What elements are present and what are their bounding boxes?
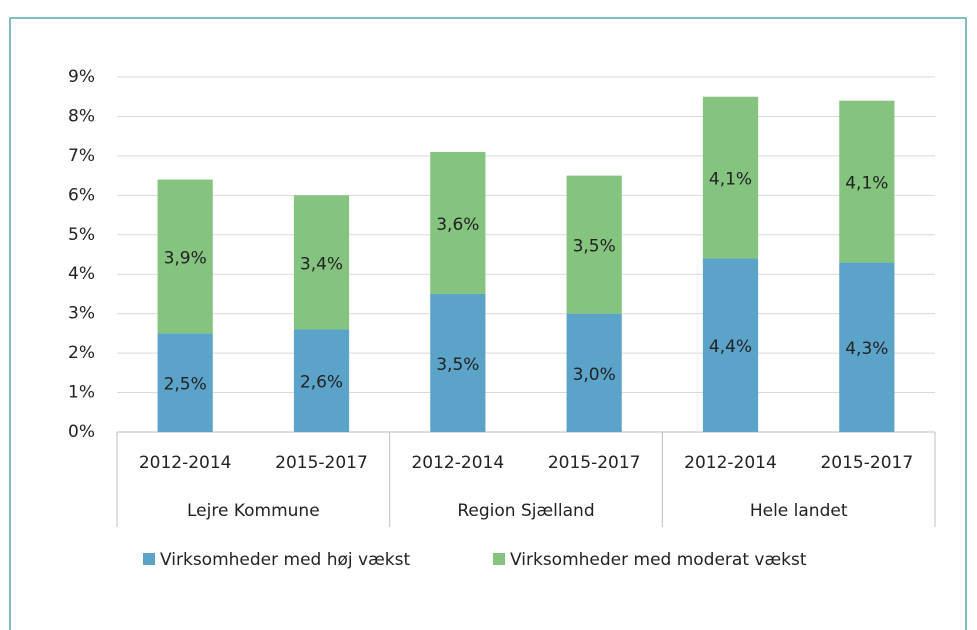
y-tick-label: 4%	[68, 264, 95, 284]
bar-segment	[566, 175, 622, 314]
data-label: 3,5%	[573, 237, 616, 257]
bar-segment	[430, 151, 486, 294]
data-label: 4,4%	[709, 337, 752, 357]
data-label: 4,1%	[709, 170, 752, 190]
bar-segment	[293, 329, 350, 432]
y-tick-label: 9%	[68, 67, 95, 87]
data-label: 3,4%	[300, 254, 343, 274]
data-label: 2,5%	[164, 375, 207, 395]
legend-label: Virksomheder med høj vækst	[160, 550, 410, 570]
data-label: 4,1%	[845, 174, 888, 194]
bar-segment	[839, 262, 895, 432]
bar-segment	[566, 313, 622, 432]
frame	[9, 17, 967, 630]
y-tick-label: 6%	[68, 185, 95, 205]
x-tick-label: 2015-2017	[275, 453, 368, 473]
legend-swatch	[493, 553, 505, 565]
x-tick-label: 2015-2017	[820, 453, 913, 473]
bar-segment	[157, 333, 213, 432]
legend-label: Virksomheder med moderat vækst	[510, 550, 807, 570]
y-tick-label: 3%	[68, 304, 95, 324]
bar-segment	[702, 258, 759, 432]
bar-segment	[157, 179, 213, 334]
data-label: 3,9%	[164, 248, 207, 268]
group-label: Region Sjælland	[457, 501, 594, 521]
bar-segment	[430, 293, 486, 432]
y-tick-label: 8%	[68, 106, 95, 126]
y-tick-label: 0%	[68, 422, 95, 442]
data-label: 3,0%	[573, 365, 616, 385]
y-tick-label: 2%	[68, 343, 95, 363]
data-label: 4,3%	[845, 339, 888, 359]
data-label: 3,5%	[436, 355, 479, 375]
x-tick-label: 2012-2014	[684, 453, 777, 473]
group-label: Hele landet	[750, 501, 848, 521]
x-tick-label: 2012-2014	[139, 453, 232, 473]
x-tick-label: 2015-2017	[548, 453, 641, 473]
y-tick-label: 7%	[68, 146, 95, 166]
group-label: Lejre Kommune	[187, 501, 320, 521]
data-label: 3,6%	[436, 215, 479, 235]
y-tick-label: 1%	[68, 383, 95, 403]
bar-segment	[702, 96, 759, 259]
bar-segment	[293, 195, 350, 330]
legend-swatch	[143, 553, 155, 565]
data-label: 2,6%	[300, 373, 343, 393]
x-tick-label: 2012-2014	[411, 453, 504, 473]
y-tick-label: 5%	[68, 225, 95, 245]
bar-segment	[839, 100, 895, 263]
